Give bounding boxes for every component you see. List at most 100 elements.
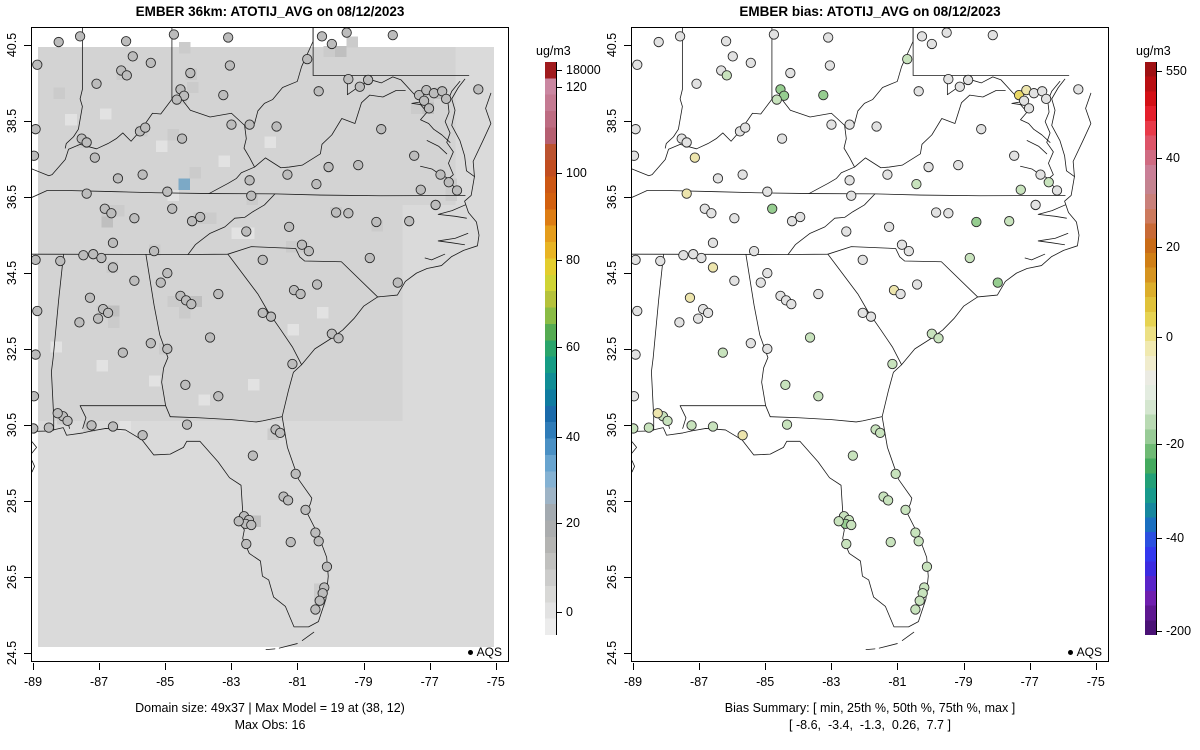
colorbar-tick-label: 60 [566, 339, 580, 354]
y-axis-tick-mark [24, 576, 31, 578]
model-map-plot: AQS [31, 27, 509, 662]
x-axis-tick-label: -89 [23, 675, 43, 689]
x-axis-tick-label: -77 [420, 675, 439, 689]
model-colorbar-axis [556, 62, 557, 635]
colorbar-tick-mark [557, 87, 562, 89]
x-axis-tick-mark [363, 663, 365, 670]
y-axis-tick-mark [24, 424, 31, 426]
colorbar-tick-mark [557, 346, 562, 348]
bias-map-svg [632, 28, 1092, 651]
x-axis-tick-mark [699, 663, 701, 670]
colorbar-tick-label: 80 [566, 253, 580, 268]
y-axis-tick-mark [624, 272, 631, 274]
x-axis-tick-mark [33, 663, 34, 670]
x-axis-tick-mark [1095, 663, 1097, 670]
y-axis-tick-label: 32.5 [605, 336, 619, 362]
bias-panel: EMBER bias: ATOTIJ_AVG on 08/12/2023 AQS… [600, 0, 1200, 750]
y-axis-tick-label: 32.5 [5, 336, 19, 362]
state-borders [32, 28, 492, 651]
y-axis-tick-mark [624, 424, 631, 426]
colorbar-tick-mark [1157, 444, 1162, 446]
model-map-svg [32, 28, 495, 651]
x-axis-tick-mark [633, 663, 634, 670]
colorbar-tick-label: 40 [1166, 151, 1180, 166]
x-axis-tick-mark [231, 663, 233, 670]
colorbar-tick-label: 20 [566, 516, 580, 531]
y-axis-tick-mark [624, 348, 631, 350]
colorbar-tick-label: 120 [566, 80, 587, 95]
y-axis-tick-label: 26.5 [605, 564, 619, 590]
model-colorbar [545, 62, 556, 635]
y-axis-tick-label: 30.5 [605, 412, 619, 438]
y-axis-tick-mark [24, 500, 31, 502]
y-axis-tick-mark [624, 44, 631, 46]
colorbar-units-label: ug/m3 [1136, 44, 1171, 58]
y-axis-tick-label: 38.5 [5, 108, 19, 134]
colorbar-tick-label: -200 [1166, 624, 1192, 638]
y-axis-tick-label: 40.5 [5, 32, 19, 58]
x-axis-tick-mark [963, 663, 965, 670]
y-axis-tick-mark [24, 196, 31, 198]
colorbar-tick-mark [1157, 247, 1162, 249]
station-markers [632, 28, 1084, 615]
y-axis-tick-mark [624, 576, 631, 578]
y-axis-tick-label: 34.5 [5, 260, 19, 286]
y-axis-tick-label: 38.5 [605, 108, 619, 134]
bias-panel-title: EMBER bias: ATOTIJ_AVG on 08/12/2023 [739, 4, 1001, 19]
model-caption-line1: Domain size: 49x37 | Max Model = 19 at (… [135, 701, 405, 715]
x-axis-tick-label: -75 [1086, 675, 1105, 689]
bias-caption-line1: Bias Summary: [ min, 25th %, 50th %, 75t… [724, 701, 1016, 715]
y-axis-tick-mark [624, 500, 631, 502]
y-axis-tick-mark [24, 44, 31, 46]
colorbar-tick-mark [557, 436, 562, 438]
colorbar-tick-label: 100 [566, 166, 587, 181]
x-axis-tick-label: -79 [354, 675, 373, 689]
x-axis-tick-mark [165, 663, 167, 670]
colorbar-tick-mark [557, 70, 562, 71]
colorbar-tick-label: 40 [566, 429, 580, 444]
aqs-legend-label: AQS [476, 645, 502, 659]
y-axis-tick-label: 28.5 [5, 488, 19, 514]
y-axis-tick-mark [624, 652, 631, 654]
x-axis-tick-mark [495, 663, 497, 670]
aqs-legend-label: AQS [1076, 645, 1102, 659]
y-axis-tick-label: 40.5 [605, 32, 619, 58]
x-axis-tick-mark [831, 663, 833, 670]
colorbar-tick-mark [1157, 631, 1162, 632]
y-axis-tick-label: 36.5 [605, 184, 619, 210]
bias-colorbar [1145, 62, 1156, 635]
colorbar-tick-label: -40 [1166, 531, 1185, 546]
aqs-legend: AQS [1067, 645, 1102, 659]
state-borders [632, 28, 1092, 651]
y-axis-tick-mark [624, 120, 631, 122]
y-axis-tick-mark [24, 272, 31, 274]
bias-caption-line2: [ -8.6, -3.4, -1.3, 0.26, 7.7 ] [789, 718, 951, 732]
x-axis-tick-label: -81 [288, 675, 307, 689]
y-axis-tick-label: 36.5 [5, 184, 19, 210]
y-axis-tick-mark [24, 348, 31, 350]
colorbar-tick-label: -20 [1166, 437, 1185, 452]
colorbar-tick-label: 0 [566, 605, 573, 620]
y-axis-tick-label: 26.5 [5, 564, 19, 590]
x-axis-tick-label: -75 [486, 675, 505, 689]
colorbar-tick-mark [1157, 70, 1162, 72]
x-axis-tick-label: -85 [756, 675, 775, 689]
colorbar-tick-label: 20 [1166, 240, 1180, 255]
aqs-dot-icon [1067, 649, 1073, 655]
bias-map-plot: AQS [631, 27, 1109, 662]
x-axis-tick-mark [297, 663, 299, 670]
aqs-legend: AQS [467, 645, 502, 659]
colorbar-units-label: ug/m3 [536, 44, 571, 58]
y-axis-tick-mark [624, 196, 631, 198]
x-axis-tick-mark [765, 663, 767, 670]
colorbar-tick-label: 0 [1166, 330, 1173, 344]
colorbar-tick-mark [557, 523, 562, 525]
colorbar-tick-label: 18000 [566, 63, 601, 77]
x-axis-tick-label: -87 [690, 675, 709, 689]
y-axis-tick-label: 28.5 [605, 488, 619, 514]
colorbar-tick-mark [557, 173, 562, 175]
y-axis-tick-label: 34.5 [605, 260, 619, 286]
raster-layer [37, 36, 495, 647]
x-axis-tick-label: -87 [90, 675, 109, 689]
